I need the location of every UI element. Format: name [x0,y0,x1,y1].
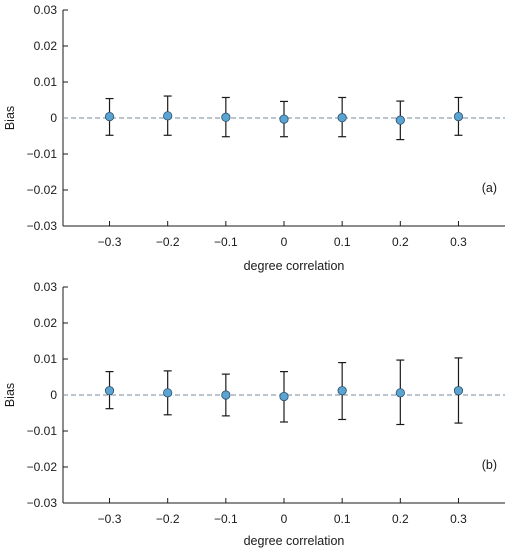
y-tick-label: 0 [50,388,57,402]
data-point [163,388,173,398]
data-point [337,113,347,123]
data-point [453,386,464,396]
y-tick-label: −0.01 [27,424,58,438]
chart-panel-b: −0.03 −0.02 −0.01 0 0.01 0.02 0.03 −0.3 −0.2 −0.1… [3,280,505,548]
data-point [104,386,115,396]
x-tick-label: 0.3 [450,512,467,526]
chart-panel-a: −0.03 −0.02 −0.01 0 0.01 0.02 0.03 −0.3 −0.2 −0.1… [3,3,505,273]
y-tick-label: 0.01 [34,75,58,89]
y-tick-label: 0.02 [34,316,58,330]
data-point [395,388,405,398]
y-tick-label: 0.02 [34,39,58,53]
x-tick-label: 0.1 [334,235,351,249]
data-point [337,386,347,396]
data-point [163,111,173,121]
x-tick-label: 0.2 [392,235,409,249]
x-tick-label: −0.1 [214,512,238,526]
x-tick-label: −0.2 [156,512,180,526]
x-axis-label: degree correlation [244,259,345,273]
data-point [221,390,231,400]
y-tick-label: 0.03 [34,280,58,294]
data-point [395,115,405,125]
y-axis-label: Bias [3,383,17,407]
data-point [279,391,289,402]
y-tick-label: −0.01 [27,147,58,161]
x-tick-label: 0.1 [334,512,351,526]
panel-label: (b) [482,458,497,472]
data-point [104,111,115,122]
y-tick-label: −0.02 [27,460,58,474]
y-tick-label: 0.03 [34,3,58,17]
y-tick-label: −0.03 [27,496,58,510]
y-tick-label: −0.02 [27,183,58,197]
x-tick-label: 0 [281,235,288,249]
x-tick-label: −0.3 [98,512,122,526]
data-point [279,114,289,124]
x-axis-label: degree correlation [244,534,345,548]
y-axis-label: Bias [3,106,17,130]
data-point [221,112,231,122]
x-tick-label: 0.2 [392,512,409,526]
x-tick-label: 0.3 [450,235,467,249]
x-tick-label: −0.1 [214,235,238,249]
x-tick-label: −0.2 [156,235,180,249]
x-tick-label: 0 [281,512,288,526]
y-tick-label: −0.03 [27,219,58,233]
panel-label: (a) [482,181,497,195]
y-tick-label: 0.01 [34,352,58,366]
x-tick-label: −0.3 [98,235,122,249]
y-tick-label: 0 [50,111,57,125]
data-point [453,111,464,122]
